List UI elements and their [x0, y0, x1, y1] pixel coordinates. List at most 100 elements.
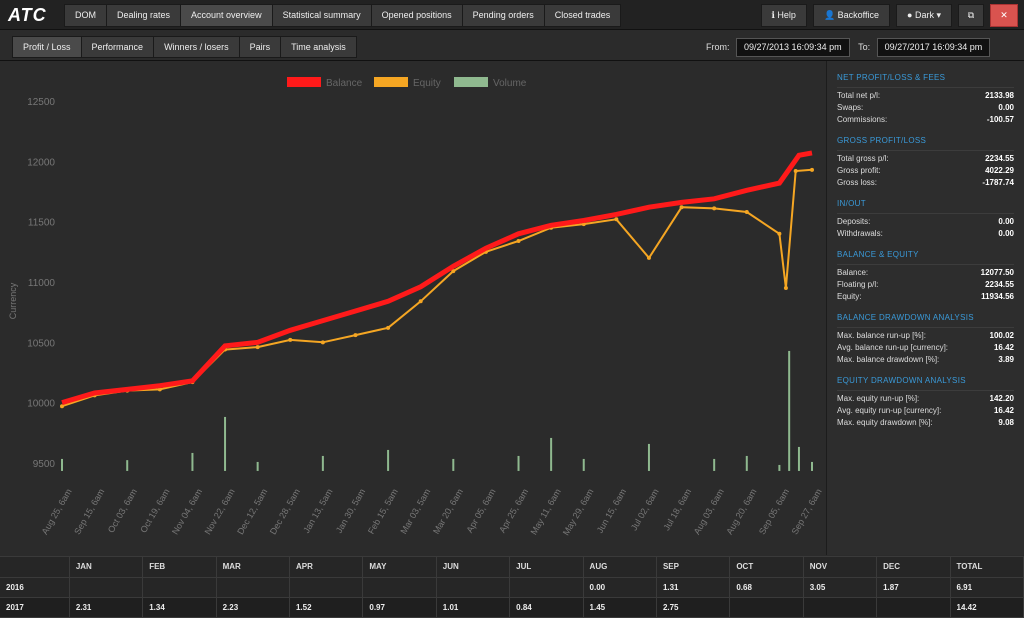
table-cell [289, 577, 364, 598]
nav-tab-6[interactable]: Closed trades [543, 4, 622, 27]
theme-circle-icon: ● [907, 10, 915, 20]
table-cell: 2.23 [216, 597, 290, 618]
x-tick-label: Oct 19, 6am [138, 487, 171, 534]
stats-value: 142.20 [989, 394, 1014, 403]
x-tick-label: Jan 30, 5am [334, 487, 367, 535]
equity-point [60, 404, 64, 409]
table-cell: 14.42 [950, 597, 1024, 618]
table-header-cell: AUG [583, 557, 657, 578]
stats-row: Max. equity run-up [%]: 142.20 [837, 394, 1014, 403]
theme-dropdown[interactable]: ● Dark ▾ [896, 4, 952, 27]
table-header-cell: FEB [142, 557, 217, 578]
stats-label: Total gross p/l: [837, 154, 889, 163]
stats-label: Avg. balance run-up [currency]: [837, 343, 949, 352]
equity-point [646, 255, 651, 260]
stats-row: Deposits: 0.00 [837, 217, 1014, 226]
top-right-controls: ℹ Help 👤 Backoffice ● Dark ▾ ⧉ ✕ [760, 4, 1018, 27]
popout-button[interactable]: ⧉ [958, 4, 984, 27]
stats-row: Swaps: 0.00 [837, 103, 1014, 112]
stats-value: -1787.74 [982, 178, 1014, 187]
subnav-tab-1[interactable]: Performance [80, 36, 155, 58]
nav-tab-2[interactable]: Account overview [180, 4, 273, 27]
backoffice-label: Backoffice [837, 10, 880, 20]
volume-bar [647, 443, 650, 471]
equity-point [418, 299, 423, 304]
stats-label: Withdrawals: [837, 229, 883, 238]
backoffice-button[interactable]: 👤 Backoffice [812, 4, 891, 27]
monthly-returns-table: JAN FEB MAR APR MAY JUN JUL AUG SEP OCT NOV DEC TOTA… [0, 556, 1024, 618]
equity-point [744, 210, 749, 215]
from-date-input[interactable]: 09/27/2013 16:09:34 pm [736, 38, 850, 57]
nav-tab-0[interactable]: DOM [64, 4, 107, 27]
popout-icon: ⧉ [967, 10, 975, 20]
x-tick-label: Jul 02, 6am [629, 487, 661, 532]
equity-point [614, 217, 619, 222]
subnav-tab-2[interactable]: Winners / losers [153, 36, 240, 58]
legend-swatch-equity [374, 77, 408, 87]
equity-point [255, 345, 260, 350]
stats-label: Max. equity drawdown [%]: [837, 418, 933, 427]
x-tick-label: May 29, 6am [561, 487, 596, 537]
stats-value: 2234.55 [985, 154, 1014, 163]
stats-label: Gross loss: [837, 178, 878, 187]
equity-point [288, 337, 293, 342]
table-cell: 1.52 [289, 597, 364, 618]
close-button[interactable]: ✕ [990, 4, 1018, 27]
equity-point [157, 387, 162, 392]
x-tick-label: Feb 15, 5am [366, 487, 400, 536]
stats-label: Total net p/l: [837, 91, 881, 100]
table-cell: 2.31 [69, 597, 144, 618]
y-tick-label: 11000 [28, 278, 56, 289]
stats-label: Swaps: [837, 103, 864, 112]
stats-row: Equity: 11934.56 [837, 292, 1014, 301]
stats-value: -100.57 [986, 115, 1014, 124]
subnav-tab-0[interactable]: Profit / Loss [12, 36, 82, 58]
stats-section-title: EQUITY DRAWDOWN ANALYSIS [837, 376, 1014, 391]
x-tick-label: Sep 05, 6am [757, 487, 791, 536]
table-cell [729, 597, 804, 618]
stats-value: 16.42 [993, 406, 1014, 415]
legend-label-balance: Balance [326, 78, 363, 89]
table-cell: 0.00 [583, 577, 657, 598]
nav-tab-3[interactable]: Statistical summary [271, 4, 372, 27]
to-date-input[interactable]: 09/27/2017 16:09:34 pm [876, 38, 991, 57]
stats-label: Floating p/l: [837, 280, 879, 289]
info-icon: ℹ [771, 10, 778, 20]
profit-loss-chart: Balance Equity Volume 9500 10000 10500 11000 11… [0, 61, 826, 555]
volume-bar [191, 452, 194, 471]
stats-row: Avg. balance run-up [currency]: 16.42 [837, 343, 1014, 352]
x-tick-label: Apr 05, 6am [464, 487, 497, 534]
nav-tab-4[interactable]: Opened positions [370, 4, 463, 27]
volume-bar [321, 455, 324, 471]
equity-point [451, 269, 456, 274]
stats-row: Max. equity drawdown [%]: 9.08 [837, 418, 1014, 427]
equity-point [810, 167, 814, 172]
table-cell [803, 597, 878, 618]
equity-point [793, 169, 798, 174]
nav-tab-1[interactable]: Dealing rates [106, 4, 182, 27]
y-tick-label: 9500 [33, 459, 56, 470]
stats-value: 16.42 [993, 343, 1014, 352]
table-header-cell: SEP [656, 557, 731, 578]
y-axis-label: Currency [8, 282, 18, 319]
stats-section-title: BALANCE & EQUITY [837, 250, 1014, 265]
x-tick-label: Jun 15, 6am [595, 487, 628, 535]
stats-label: Gross profit: [837, 166, 881, 175]
y-tick-label: 12000 [27, 157, 55, 168]
subnav-tab-4[interactable]: Time analysis [280, 36, 357, 58]
theme-label: Dark [914, 10, 934, 20]
stats-row: Avg. equity run-up [currency]: 16.42 [837, 406, 1014, 415]
subnav-tab-3[interactable]: Pairs [238, 36, 282, 58]
equity-line [61, 168, 813, 408]
nav-tab-5[interactable]: Pending orders [461, 4, 545, 27]
table-cell: 3.05 [803, 577, 878, 598]
table-cell: 6.91 [950, 577, 1024, 598]
volume-bar [745, 455, 748, 471]
table-header-cell [0, 557, 70, 578]
atc-logo: ATC [8, 5, 47, 25]
help-button[interactable]: ℹ Help [760, 4, 807, 27]
stats-section-title: IN/OUT [837, 199, 1014, 214]
table-cell: 2017 [0, 597, 70, 618]
volume-bar [126, 460, 129, 471]
x-tick-label: Sep 27, 6am [790, 487, 824, 536]
